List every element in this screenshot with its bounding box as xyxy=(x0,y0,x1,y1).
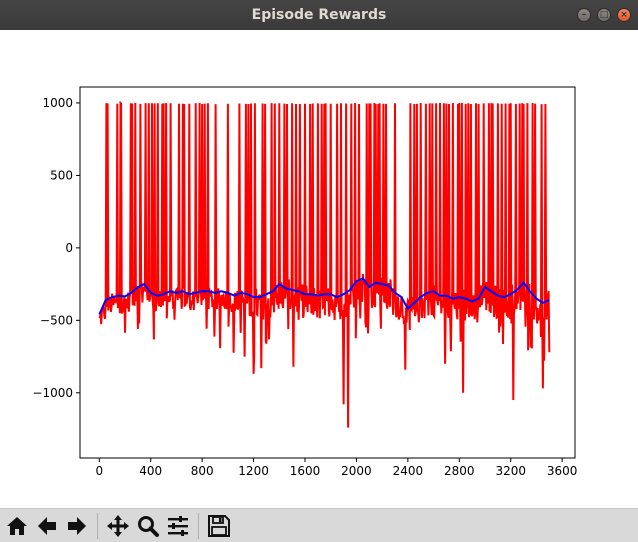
x-tick-label: 1600 xyxy=(290,464,321,478)
close-button[interactable]: × xyxy=(617,8,631,22)
toolbar-separator xyxy=(97,513,98,539)
series-smoothed-rewards-line xyxy=(98,277,550,315)
axes-frame xyxy=(79,86,576,459)
y-tick-label: 0 xyxy=(65,241,73,255)
navigation-toolbar xyxy=(0,508,638,542)
toolbar-separator xyxy=(198,513,199,539)
zoom-button[interactable] xyxy=(134,512,162,540)
x-tick-label: 2400 xyxy=(393,464,424,478)
forward-button[interactable] xyxy=(63,512,91,540)
pan-button[interactable] xyxy=(104,512,132,540)
forward-icon xyxy=(68,517,86,535)
save-button[interactable] xyxy=(205,512,233,540)
minimize-icon: – xyxy=(581,10,587,20)
series-raw-rewards-line xyxy=(98,100,551,428)
x-tick-label: 800 xyxy=(191,464,214,478)
configure-subplots-icon xyxy=(168,516,188,536)
back-icon xyxy=(38,517,56,535)
x-tick-label: 2000 xyxy=(341,464,372,478)
plot-area xyxy=(98,100,551,428)
minimize-button[interactable]: – xyxy=(577,8,591,22)
save-icon xyxy=(208,515,230,537)
window-title: Episode Rewards xyxy=(251,7,387,23)
window-titlebar: Episode Rewards – □ × xyxy=(0,0,638,30)
x-tick-label: 3200 xyxy=(495,464,526,478)
y-tick-label: −1000 xyxy=(32,386,73,400)
y-tick-label: 1000 xyxy=(42,96,73,110)
x-tick-label: 400 xyxy=(139,464,162,478)
close-icon: × xyxy=(620,10,628,20)
home-icon xyxy=(7,517,27,535)
x-tick-label: 0 xyxy=(95,464,103,478)
x-tick-label: 2800 xyxy=(444,464,475,478)
x-tick-label: 3600 xyxy=(547,464,578,478)
figure-canvas[interactable]: 0 400 800 1200 1600 2000 2400 2800 3200 3600 −1000… xyxy=(0,30,638,508)
pan-icon xyxy=(107,515,129,537)
chart: 0 400 800 1200 1600 2000 2400 2800 3200 3600 −1000… xyxy=(32,86,578,478)
maximize-icon: □ xyxy=(599,10,609,20)
configure-subplots-button[interactable] xyxy=(164,512,192,540)
y-tick-label: 500 xyxy=(50,168,73,182)
x-tick-label: 1200 xyxy=(238,464,269,478)
home-button[interactable] xyxy=(3,512,31,540)
back-button[interactable] xyxy=(33,512,61,540)
y-tick-label: −500 xyxy=(40,313,73,327)
zoom-icon xyxy=(138,516,159,537)
maximize-button[interactable]: □ xyxy=(597,8,611,22)
